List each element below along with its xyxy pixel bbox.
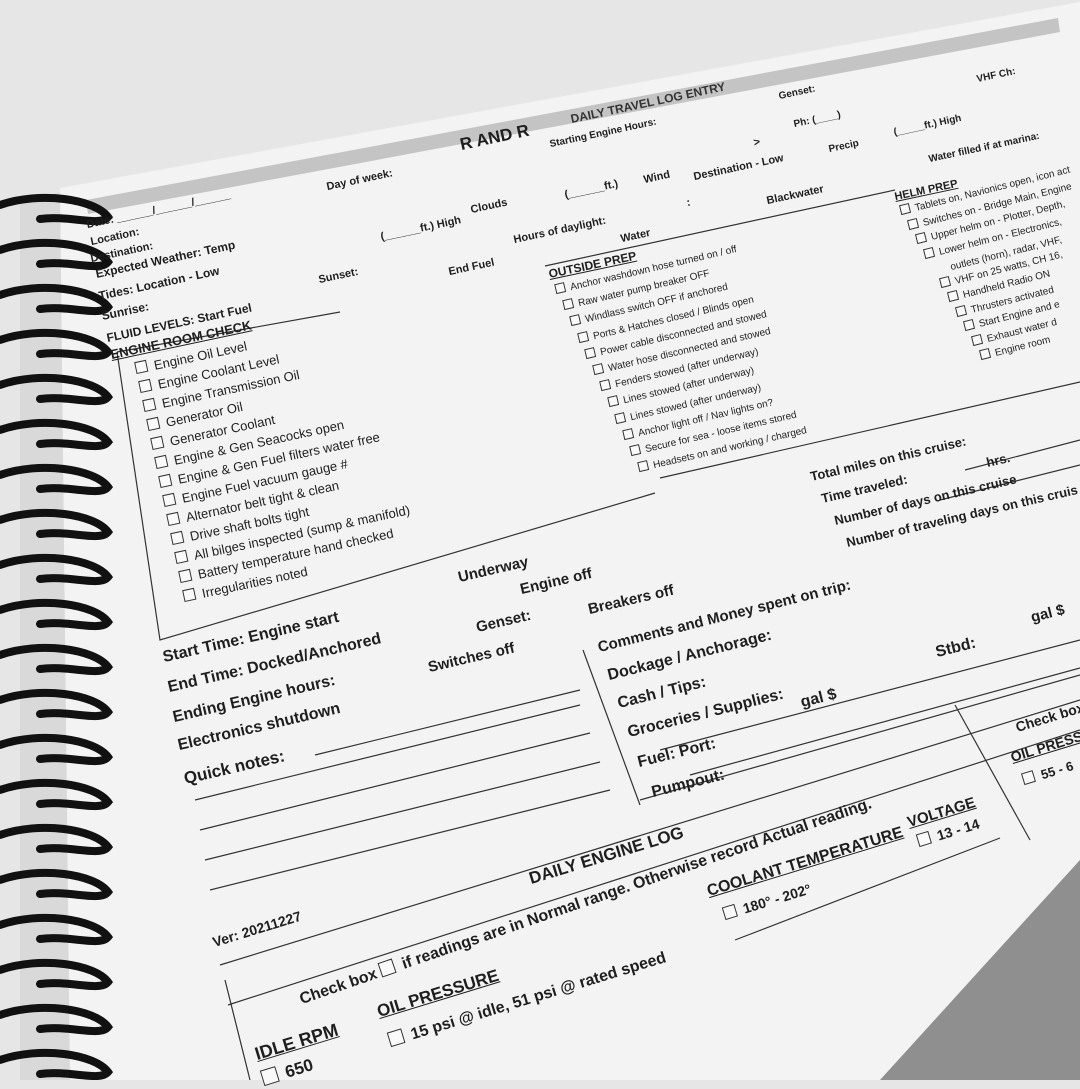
page-shadow <box>880 860 1080 1080</box>
checkbox <box>922 246 936 259</box>
checkbox <box>158 473 173 489</box>
checkbox <box>914 231 928 245</box>
checkbox <box>946 289 960 303</box>
engine-room-box <box>116 351 656 641</box>
checkbox <box>629 444 642 457</box>
checkbox <box>142 397 157 413</box>
checkbox <box>134 359 149 375</box>
checkbox <box>162 492 177 508</box>
binding-ring <box>0 778 114 811</box>
checkbox <box>561 298 574 311</box>
checkbox <box>554 282 567 295</box>
checkbox <box>591 363 604 376</box>
binding-ring <box>0 823 114 856</box>
binding-ring <box>0 868 114 901</box>
binding-ring <box>0 373 114 406</box>
checkbox <box>621 427 634 440</box>
checkbox <box>898 202 912 216</box>
coolant-checkbox <box>721 903 739 921</box>
logbook-page <box>60 2 1080 1080</box>
checkbox <box>576 330 589 343</box>
binding-ring <box>0 733 114 766</box>
binding-ring <box>0 958 114 991</box>
binding-ring <box>0 553 114 586</box>
header-band <box>86 18 1060 214</box>
checkbox <box>150 435 165 451</box>
spiral-binding <box>0 193 114 1080</box>
form-lines <box>116 189 1080 1080</box>
checkbox <box>569 314 582 327</box>
checkbox <box>138 378 153 394</box>
binding-ring <box>0 508 114 541</box>
checkbox <box>938 275 952 288</box>
binding-ring <box>0 913 114 946</box>
checkbox <box>154 454 169 470</box>
binding-ring <box>0 193 114 226</box>
idle-rpm-checkbox <box>259 1066 280 1086</box>
binding-ring <box>0 328 114 361</box>
right-oil-checkbox <box>1020 769 1037 786</box>
checkbox <box>978 347 992 361</box>
binding-ring <box>0 688 114 721</box>
binding-ring <box>0 283 114 316</box>
checkbox <box>174 549 189 565</box>
binding-ring <box>0 598 114 631</box>
binding-ring <box>0 238 114 271</box>
binding-ring <box>0 418 114 451</box>
binding-ring <box>0 1048 114 1080</box>
voltage-checkbox <box>915 830 933 848</box>
binding-ring <box>0 643 114 676</box>
checkbox <box>636 460 649 473</box>
checkbox <box>906 217 920 230</box>
binding-ring <box>0 463 114 496</box>
normal-range-checkbox <box>377 958 397 978</box>
checkbox <box>954 304 968 317</box>
binding-ring <box>0 1003 114 1036</box>
checkbox <box>170 530 185 546</box>
checkbox <box>178 568 193 584</box>
checkbox <box>146 416 161 432</box>
checkbox <box>599 379 612 392</box>
checkbox <box>614 411 627 424</box>
checkbox <box>962 318 976 332</box>
checkbox <box>166 511 181 527</box>
checkbox <box>182 587 197 603</box>
checkbox <box>970 333 984 346</box>
checkbox <box>606 395 619 408</box>
checkbox <box>584 346 597 359</box>
oil-pressure-checkbox <box>386 1028 406 1047</box>
